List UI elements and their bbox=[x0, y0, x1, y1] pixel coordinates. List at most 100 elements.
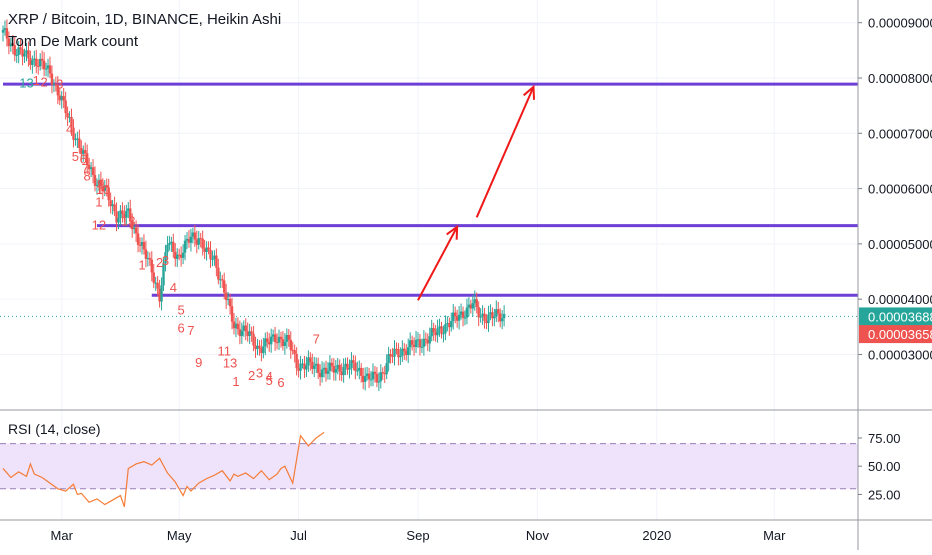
candle-body bbox=[84, 150, 87, 154]
candle-body bbox=[35, 58, 38, 67]
candle-body bbox=[93, 175, 97, 186]
candle-body bbox=[334, 368, 337, 373]
candle-body bbox=[181, 252, 185, 258]
candle-body bbox=[320, 369, 324, 378]
candle-body bbox=[446, 323, 449, 325]
candle-body bbox=[361, 375, 365, 382]
candle-body bbox=[352, 360, 355, 363]
candle-body bbox=[414, 339, 418, 347]
projection-arrow-head[interactable] bbox=[522, 84, 536, 100]
td-count-label: 7 bbox=[313, 331, 320, 346]
projection-arrow-line[interactable] bbox=[417, 226, 459, 301]
candle-body bbox=[70, 117, 73, 128]
td-count-label: 5 bbox=[266, 373, 273, 388]
candle-body bbox=[344, 363, 347, 367]
rsi-label: RSI (14, close) bbox=[8, 421, 101, 437]
candle-body bbox=[195, 239, 198, 245]
rsi-band bbox=[0, 443, 858, 489]
candle-body bbox=[140, 242, 144, 246]
candle-body bbox=[103, 185, 106, 192]
candle-body bbox=[38, 58, 42, 67]
candle-body bbox=[248, 331, 251, 336]
candle-body bbox=[262, 346, 265, 354]
candle-body bbox=[499, 313, 502, 322]
candle-body bbox=[1, 29, 5, 33]
candle-body bbox=[448, 323, 451, 328]
candle-body bbox=[287, 334, 291, 340]
secondary-price-label: 0.00003658 bbox=[868, 327, 932, 342]
td-count-label: 3 bbox=[256, 366, 263, 381]
candle-body bbox=[52, 84, 56, 86]
candle-body bbox=[271, 334, 275, 337]
td-count-label: 4 bbox=[170, 280, 177, 295]
candle-body bbox=[89, 167, 93, 170]
candle-body bbox=[375, 373, 379, 383]
x-tick-label: Mar bbox=[763, 528, 786, 543]
candle-body bbox=[146, 258, 150, 260]
current-price-tag bbox=[859, 307, 932, 326]
candle-body bbox=[170, 241, 173, 244]
candle-body bbox=[434, 331, 437, 336]
candle-body bbox=[74, 139, 77, 141]
candle-body bbox=[11, 43, 14, 46]
candle-body bbox=[260, 347, 263, 354]
rsi-pane[interactable] bbox=[0, 431, 858, 508]
td-count-label: 4 bbox=[266, 369, 273, 384]
candle-body bbox=[158, 288, 161, 302]
candle-body bbox=[217, 267, 220, 280]
candle-body bbox=[309, 357, 312, 362]
candle-body bbox=[162, 263, 165, 286]
candle-body bbox=[156, 282, 159, 289]
candle-body bbox=[64, 100, 67, 114]
candle-body bbox=[495, 309, 498, 317]
candle-body bbox=[82, 150, 85, 154]
candle-body bbox=[293, 350, 296, 354]
candle-body bbox=[455, 316, 459, 321]
candle-body bbox=[44, 68, 48, 70]
rsi-tick-label: 50.00 bbox=[868, 459, 901, 474]
candle-body bbox=[117, 218, 120, 223]
projection-arrow-head[interactable] bbox=[446, 224, 459, 240]
candle-body bbox=[338, 364, 341, 372]
projection-arrows[interactable] bbox=[417, 84, 536, 301]
candle-body bbox=[58, 95, 61, 101]
rsi-tick-label: 25.00 bbox=[868, 487, 901, 502]
candle-body bbox=[422, 338, 426, 347]
candle-body bbox=[123, 214, 126, 218]
candle-body bbox=[21, 49, 24, 57]
x-tick-label: Sep bbox=[406, 528, 429, 543]
price-tick-label: 0.00007000 bbox=[868, 126, 932, 141]
candle-body bbox=[224, 292, 228, 301]
candle-body bbox=[134, 227, 138, 234]
candle-body bbox=[119, 210, 122, 219]
candle-body bbox=[7, 38, 11, 47]
candle-body bbox=[299, 363, 302, 371]
candle-body bbox=[428, 336, 431, 344]
candle-body bbox=[138, 244, 142, 246]
candle-body bbox=[436, 328, 439, 336]
candle-body bbox=[369, 379, 373, 381]
candle-body bbox=[418, 339, 422, 348]
candle-body bbox=[211, 258, 214, 260]
candle-body bbox=[164, 252, 167, 264]
horizontal-levels[interactable] bbox=[0, 82, 858, 317]
candle-body bbox=[148, 258, 152, 260]
candle-body bbox=[297, 368, 300, 371]
td-count-label: 3 bbox=[162, 253, 169, 268]
candle-body bbox=[264, 338, 267, 347]
candle-body bbox=[33, 58, 36, 61]
candle-body bbox=[185, 238, 189, 241]
candle-body bbox=[432, 328, 435, 332]
candle-body bbox=[60, 96, 63, 101]
td-count-label: 13 bbox=[19, 75, 33, 90]
candle-body bbox=[311, 361, 314, 369]
candle-body bbox=[450, 320, 453, 328]
x-tick-label: Nov bbox=[526, 528, 550, 543]
projection-arrow-line[interactable] bbox=[475, 86, 535, 218]
chart-title: XRP / Bitcoin, 1D, BINANCE, Heikin Ashi bbox=[8, 11, 281, 28]
candle-body bbox=[236, 323, 240, 330]
candle-body bbox=[176, 254, 179, 259]
